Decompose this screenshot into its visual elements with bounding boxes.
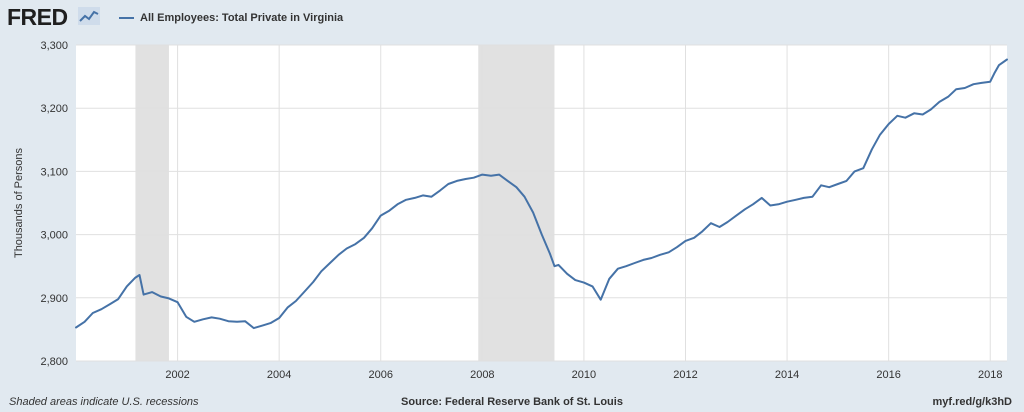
y-axis-title: Thousands of Persons [13,147,25,258]
x-axis-ticks: 2002 2004 2006 2008 2010 2012 2014 2016 2018 [165,369,1002,381]
x-tick-label-4: 2008 [470,369,494,381]
y-tick-label-1: 2,800 [40,356,68,368]
short-url-link[interactable]: myf.red/g/k3hD [932,396,1012,408]
y-tick-label-6: 3,300 [40,40,68,52]
chart-legend: All Employees: Total Private in Virginia [119,12,343,24]
grid-lines [76,44,1007,362]
x-tick-label-6: 2012 [673,369,697,381]
chart-footer: Shaded areas indicate U.S. recessions So… [0,394,1024,412]
y-axis-ticks: 2,800 2,900 3,000 3,100 3,200 3,300 [40,40,68,368]
y-tick-label-3: 3,000 [40,230,68,242]
y-tick-label-4: 3,100 [40,166,68,178]
x-tick-label-2: 2004 [267,369,291,381]
source-text: Source: Federal Reserve Bank of St. Loui… [401,396,623,408]
x-tick-label-8: 2016 [876,369,900,381]
series-line-1[interactable] [75,58,1008,330]
fred-logo[interactable]: FRED [7,4,68,30]
x-tick-label-9: 2018 [978,369,1002,381]
x-tick-label-3: 2006 [369,369,393,381]
fred-line-graph-icon [78,7,100,25]
chart-header: FRED All Employees: Total Private in Vir… [0,0,1024,36]
line-chart: 2002 2004 2006 2008 2010 2012 2014 2016 2018 2,8… [13,40,1008,381]
legend-series-label[interactable]: All Employees: Total Private in Virginia [140,12,344,24]
recession-note: Shaded areas indicate U.S. recessions [9,396,199,408]
series-layer [75,58,1008,330]
x-tick-label-5: 2010 [572,369,596,381]
x-tick-label-1: 2002 [165,369,189,381]
recession-bands [135,45,555,361]
x-tick-label-7: 2014 [775,369,799,381]
y-tick-label-2: 2,900 [40,293,68,305]
recession-band-2 [478,45,555,361]
recession-band-1 [135,45,169,361]
legend-line-swatch [119,17,134,19]
y-tick-label-5: 3,200 [40,103,68,115]
